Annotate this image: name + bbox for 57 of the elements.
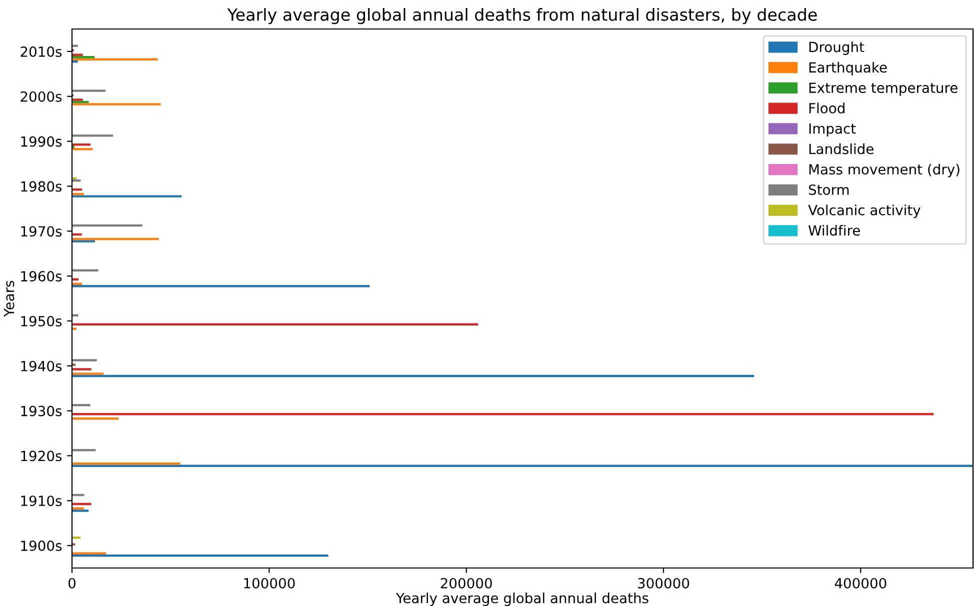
bar: [72, 90, 106, 92]
bar: [72, 44, 78, 47]
bar: [72, 510, 89, 512]
x-axis-title: Yearly average global annual deaths: [396, 592, 648, 606]
x-tick-label: 200000: [440, 578, 492, 588]
x-tick-label: 400000: [834, 578, 886, 588]
bar: [72, 404, 90, 406]
x-tick-label: 300000: [638, 578, 690, 588]
legend-label: Drought: [809, 42, 864, 55]
y-tick-label: 1910s: [21, 496, 62, 506]
legend-label: Flood: [809, 102, 844, 114]
bar: [72, 328, 77, 330]
legend-label: Impact: [809, 123, 856, 136]
y-tick-label: 1970s: [21, 226, 62, 237]
bar: [72, 536, 80, 539]
y-tick-label: 1950s: [21, 316, 62, 326]
legend-label: Wildfire: [808, 224, 860, 236]
bar: [72, 413, 934, 416]
bar: [72, 134, 114, 137]
y-tick-label: 1960s: [21, 271, 62, 282]
bar: [72, 98, 83, 101]
x-tick-label: 100000: [244, 578, 295, 588]
bar: [72, 195, 182, 198]
x-tick-label: 0: [68, 578, 76, 588]
bar: [72, 54, 83, 56]
bar: [72, 58, 158, 60]
legend-label: Volcanic activity: [808, 204, 920, 218]
bar: [72, 368, 92, 370]
bar: [72, 240, 96, 242]
bar: [72, 372, 104, 375]
bar: [72, 144, 91, 146]
legend-label: Landslide: [809, 143, 874, 154]
bar: [72, 314, 78, 316]
legend-label: Mass movement (dry): [809, 164, 960, 178]
y-tick-label: 1900s: [21, 540, 62, 552]
bar: [72, 554, 328, 557]
bar: [72, 177, 77, 180]
y-tick-label: 1940s: [21, 360, 62, 372]
legend-label: Storm: [808, 184, 849, 195]
y-tick-label: 2010s: [20, 46, 62, 57]
bar: [72, 148, 93, 150]
y-tick-label: 1930s: [21, 406, 62, 416]
legend-label: Extreme temperature: [809, 82, 958, 96]
legend-label: Earthquake: [809, 62, 887, 76]
y-tick-label: 1990s: [21, 136, 62, 147]
bar: [72, 364, 76, 366]
bar: [72, 103, 161, 106]
bar: [72, 359, 97, 362]
bar: [72, 285, 370, 288]
bar: [72, 464, 974, 467]
y-tick-label: 1980s: [21, 181, 62, 192]
y-tick-label: 1920s: [21, 450, 62, 462]
y-tick-label: 2000s: [20, 91, 62, 102]
chart-title: Yearly average global annual deaths from natural disasters, by decade: [227, 8, 817, 24]
y-axis-title: Years: [4, 280, 14, 317]
bar: [72, 323, 478, 326]
bar: [72, 418, 119, 420]
